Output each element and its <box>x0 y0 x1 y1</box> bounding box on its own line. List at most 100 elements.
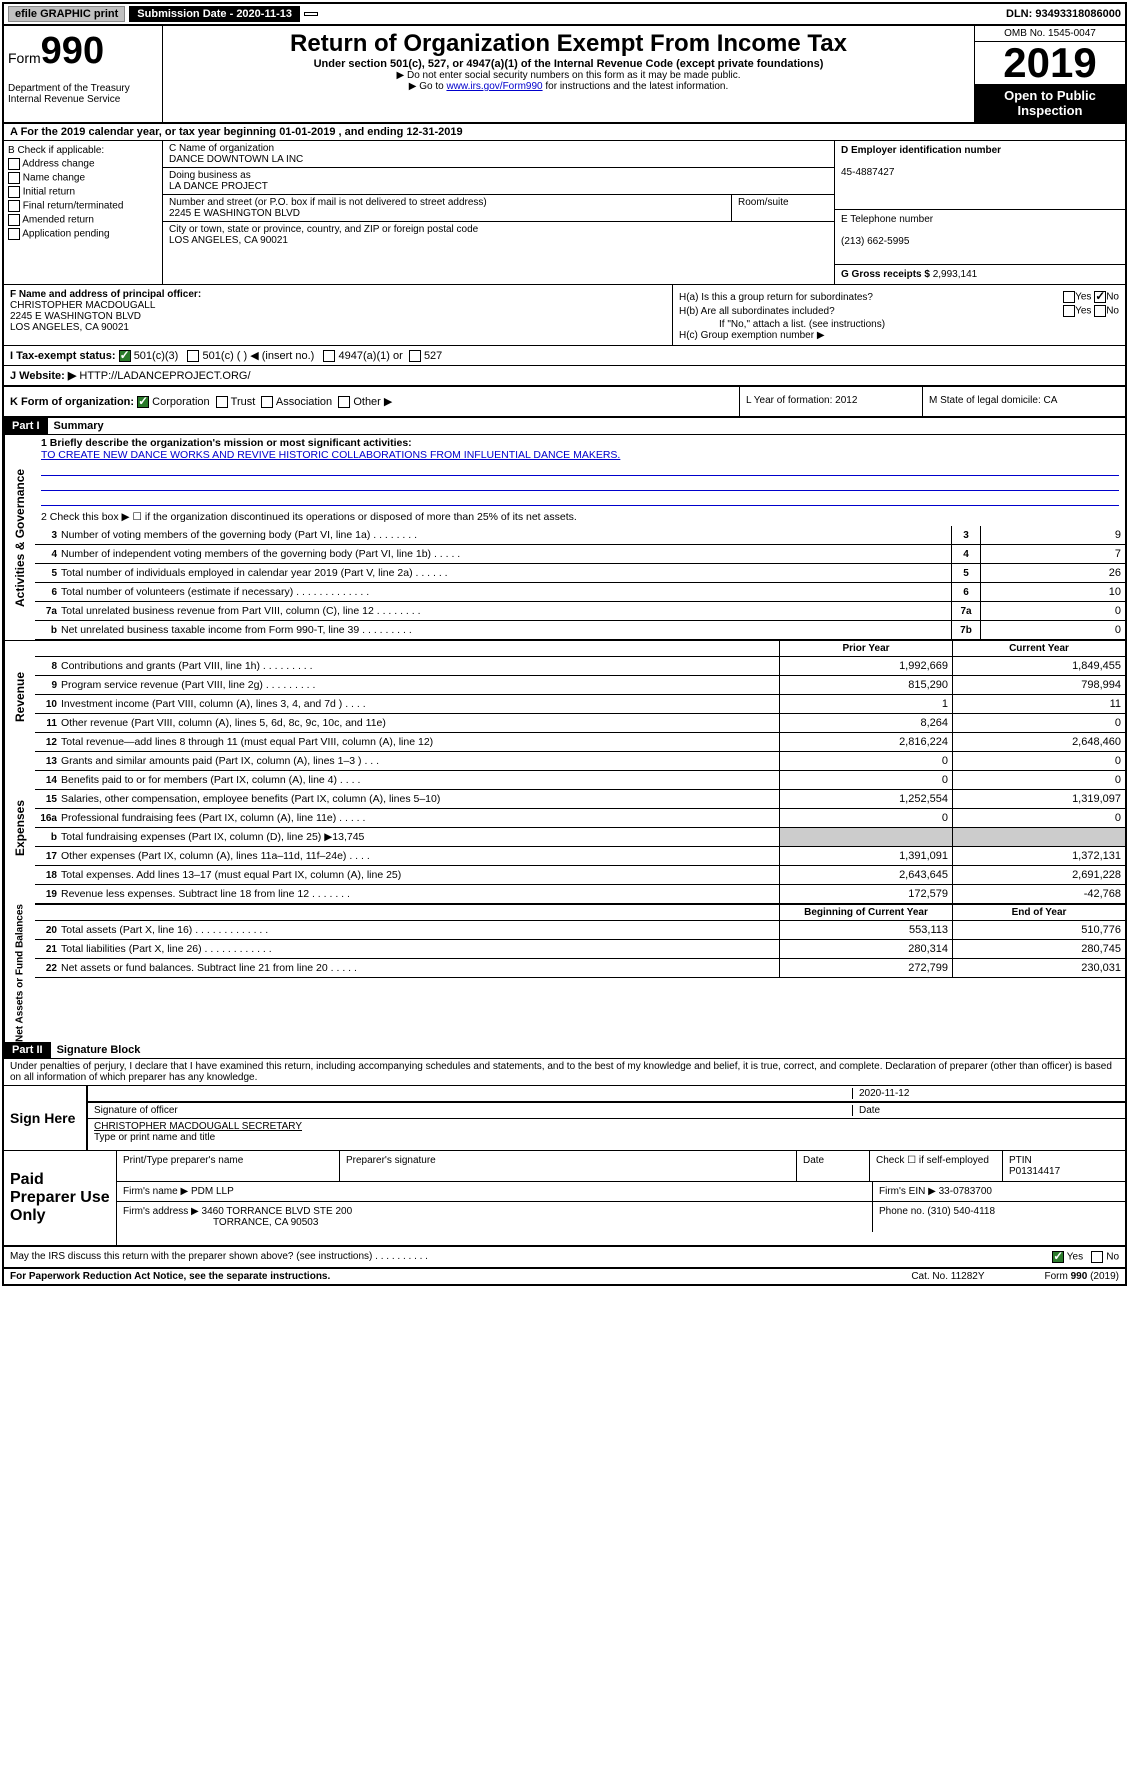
discuss-yes-no[interactable]: Yes No <box>1052 1251 1119 1263</box>
cb-name-change[interactable]: Name change <box>8 172 158 184</box>
netassets-section: Net Assets or Fund Balances Beginning of… <box>4 904 1125 1042</box>
officer-name-title: CHRISTOPHER MACDOUGALL SECRETARY <box>94 1121 1119 1132</box>
form-number: 990 <box>41 30 104 72</box>
revenue-section: Revenue Prior Year Current Year 8Contrib… <box>4 640 1125 752</box>
firm-phone-box: Phone no. (310) 540-4118 <box>873 1202 1125 1232</box>
summary-line-22: 22Net assets or fund balances. Subtract … <box>35 959 1125 978</box>
cb-527[interactable] <box>409 350 421 362</box>
summary-line-3: 3Number of voting members of the governi… <box>35 526 1125 545</box>
summary-line-10: 10Investment income (Part VIII, column (… <box>35 695 1125 714</box>
submission-date-label: Submission Date - 2020-11-13 <box>129 6 300 22</box>
section-h: H(a) Is this a group return for subordin… <box>673 285 1125 345</box>
officer-name-label: Type or print name and title <box>94 1132 1119 1143</box>
cb-corporation[interactable] <box>137 396 149 408</box>
part2-badge: Part II <box>4 1042 51 1058</box>
org-name-box: C Name of organization DANCE DOWNTOWN LA… <box>163 141 834 168</box>
vert-label-netassets: Net Assets or Fund Balances <box>4 904 35 1042</box>
sig-officer-label: Signature of officer <box>94 1105 852 1116</box>
section-k: K Form of organization: Corporation Trus… <box>4 387 739 416</box>
summary-line-5: 5Total number of individuals employed in… <box>35 564 1125 583</box>
summary-line-9: 9Program service revenue (Part VIII, lin… <box>35 676 1125 695</box>
col-prior-year: Prior Year <box>779 641 952 656</box>
cb-4947[interactable] <box>323 350 335 362</box>
cb-initial-return[interactable]: Initial return <box>8 186 158 198</box>
part1-header-row: Part I Summary <box>4 418 1125 435</box>
section-bcd: B Check if applicable: Address change Na… <box>4 141 1125 285</box>
dln-label: DLN: 93493318086000 <box>1006 8 1121 20</box>
summary-line-20: 20Total assets (Part X, line 16) . . . .… <box>35 921 1125 940</box>
gross-receipts-value: 2,993,141 <box>933 269 978 280</box>
sig-date-value: 2020-11-12 <box>852 1088 1119 1099</box>
section-b-label: B Check if applicable: <box>8 145 158 156</box>
ein-box: D Employer identification number 45-4887… <box>835 141 1125 210</box>
firm-ein-box: Firm's EIN ▶ 33-0783700 <box>873 1182 1125 1201</box>
hb-yes-no[interactable]: Yes No <box>1063 305 1119 317</box>
date-label: Date <box>852 1105 1119 1116</box>
header-center: Return of Organization Exempt From Incom… <box>163 26 974 122</box>
col-end-year: End of Year <box>952 905 1125 920</box>
website-url: HTTP://LADANCEPROJECT.ORG/ <box>79 370 250 382</box>
street-box: Number and street (or P.O. box if mail i… <box>163 195 732 222</box>
cb-trust[interactable] <box>216 396 228 408</box>
col-beginning-year: Beginning of Current Year <box>779 905 952 920</box>
ha-yes-no[interactable]: Yes No <box>1063 291 1119 303</box>
efile-button[interactable]: efile GRAPHIC print <box>8 6 125 22</box>
paid-preparer-section: Paid Preparer Use Only Print/Type prepar… <box>4 1151 1125 1247</box>
gross-receipts-box: G Gross receipts $ 2,993,141 <box>835 265 1125 284</box>
prep-sig-label: Preparer's signature <box>340 1151 797 1181</box>
self-employed-check[interactable]: Check ☐ if self-employed <box>870 1151 1003 1181</box>
officer-name: CHRISTOPHER MACDOUGALL <box>10 300 155 311</box>
cb-application-pending[interactable]: Application pending <box>8 228 158 240</box>
section-m: M State of legal domicile: CA <box>922 387 1125 416</box>
vert-label-expenses: Expenses <box>4 752 35 904</box>
summary-line-7b: bNet unrelated business taxable income f… <box>35 621 1125 640</box>
city-box: City or town, state or province, country… <box>163 222 834 248</box>
governance-section: Activities & Governance 1 Briefly descri… <box>4 435 1125 640</box>
form-990-page: efile GRAPHIC print Submission Date - 20… <box>2 2 1127 1286</box>
part1-title: Summary <box>48 418 110 434</box>
summary-line-14: 14Benefits paid to or for members (Part … <box>35 771 1125 790</box>
summary-line-13: 13Grants and similar amounts paid (Part … <box>35 752 1125 771</box>
top-bar: efile GRAPHIC print Submission Date - 20… <box>4 4 1125 26</box>
firm-name-box: Firm's name ▶ PDM LLP <box>117 1182 873 1201</box>
form-footer: Form 990 (2019) <box>1045 1271 1119 1282</box>
cb-other[interactable] <box>338 396 350 408</box>
summary-line-21: 21Total liabilities (Part X, line 26) . … <box>35 940 1125 959</box>
section-b: B Check if applicable: Address change Na… <box>4 141 163 284</box>
summary-line-8: 8Contributions and grants (Part VIII, li… <box>35 657 1125 676</box>
sign-here-section: Sign Here 2020-11-12 Signature of office… <box>4 1086 1125 1151</box>
cb-amended-return[interactable]: Amended return <box>8 214 158 226</box>
cb-501c3[interactable] <box>119 350 131 362</box>
city-state-zip: LOS ANGELES, CA 90021 <box>169 235 828 246</box>
summary-line-18: 18Total expenses. Add lines 13–17 (must … <box>35 866 1125 885</box>
form-header: Form990 Department of the Treasury Inter… <box>4 26 1125 124</box>
row-a-tax-year: A For the 2019 calendar year, or tax yea… <box>4 124 1125 141</box>
paid-preparer-label: Paid Preparer Use Only <box>4 1151 116 1245</box>
irs-link[interactable]: www.irs.gov/Form990 <box>446 81 542 92</box>
cb-final-return[interactable]: Final return/terminated <box>8 200 158 212</box>
line-2: 2 Check this box ▶ ☐ if the organization… <box>35 510 1125 524</box>
mission-text: TO CREATE NEW DANCE WORKS AND REVIVE HIS… <box>41 449 620 461</box>
expenses-section: Expenses 13Grants and similar amounts pa… <box>4 752 1125 904</box>
cat-number: Cat. No. 11282Y <box>911 1271 984 1282</box>
vert-label-revenue: Revenue <box>4 641 35 752</box>
section-j: J Website: ▶ HTTP://LADANCEPROJECT.ORG/ <box>4 366 1125 387</box>
summary-line-15: 15Salaries, other compensation, employee… <box>35 790 1125 809</box>
summary-line-6: 6Total number of volunteers (estimate if… <box>35 583 1125 602</box>
officer-city: LOS ANGELES, CA 90021 <box>10 322 129 333</box>
section-f: F Name and address of principal officer:… <box>4 285 673 345</box>
officer-street: 2245 E WASHINGTON BLVD <box>10 311 141 322</box>
tax-year: 2019 <box>975 42 1125 84</box>
summary-line-16a: 16aProfessional fundraising fees (Part I… <box>35 809 1125 828</box>
part2-header-row: Part II Signature Block <box>4 1042 1125 1059</box>
declaration-text: Under penalties of perjury, I declare th… <box>4 1059 1125 1086</box>
header-right: OMB No. 1545-0047 2019 Open to Public In… <box>974 26 1125 122</box>
cb-association[interactable] <box>261 396 273 408</box>
summary-line-7a: 7aTotal unrelated business revenue from … <box>35 602 1125 621</box>
cb-501c[interactable] <box>187 350 199 362</box>
telephone-box: E Telephone number (213) 662-5995 <box>835 210 1125 265</box>
cb-address-change[interactable]: Address change <box>8 158 158 170</box>
line-1-mission: 1 Briefly describe the organization's mi… <box>35 435 1125 508</box>
col-current-year: Current Year <box>952 641 1125 656</box>
section-l: L Year of formation: 2012 <box>739 387 922 416</box>
